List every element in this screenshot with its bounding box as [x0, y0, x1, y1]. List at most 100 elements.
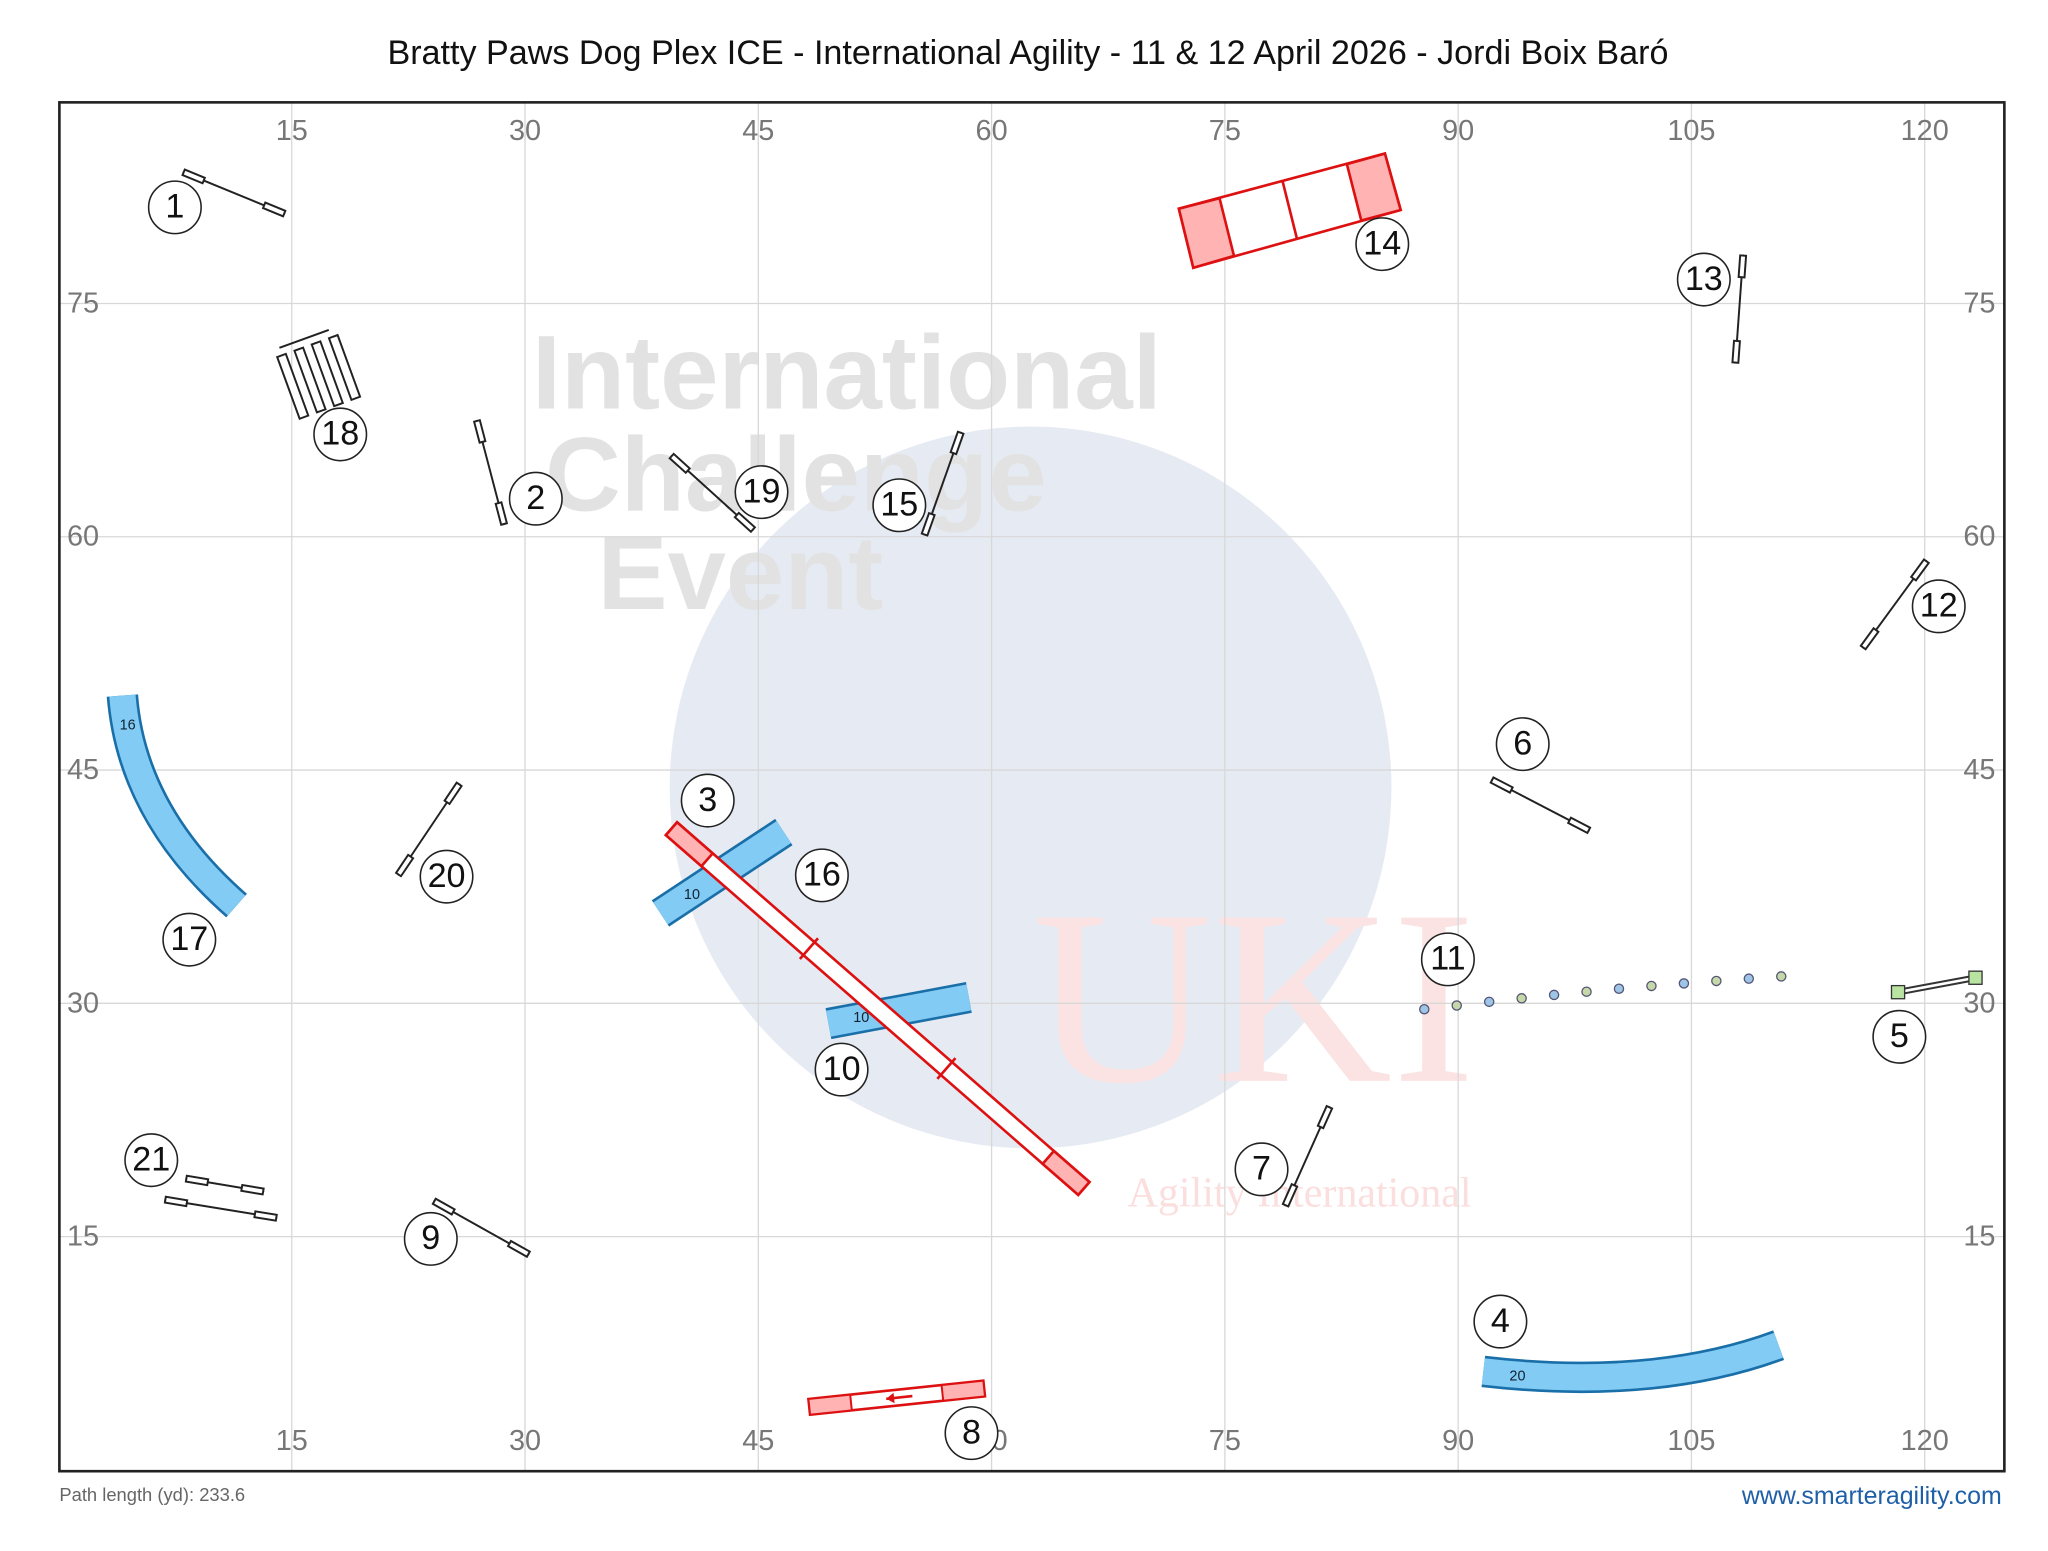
grid: 1515303045456060757590901051051201201515…: [59, 102, 2005, 1472]
y-tick-label: 30: [67, 987, 99, 1019]
seesaw-contact: [807, 1393, 853, 1416]
number-badge: [1355, 217, 1410, 272]
weave-pole: [1743, 973, 1755, 984]
path-length: Path length (yd): 233.6: [59, 1484, 245, 1505]
jump-wing: [1492, 778, 1512, 792]
obstacle-number: 17: [170, 920, 208, 958]
number-badge: [403, 1211, 458, 1266]
obstacle-number: 9: [421, 1219, 440, 1257]
obstacle-number: 10: [823, 1050, 861, 1088]
seesaw-arrow: [886, 1392, 895, 1404]
y-tick-label: 15: [67, 1221, 99, 1253]
long-jump-board: [310, 340, 345, 408]
long-jump: [275, 328, 362, 420]
number-badge: [419, 849, 474, 904]
dogwalk-contact: [1040, 1149, 1092, 1197]
weave-pole: [1451, 1000, 1462, 1011]
obstacle-number: 13: [1685, 260, 1723, 298]
x-tick-label: 90: [1442, 115, 1474, 147]
a-frame-contact: [1345, 151, 1403, 223]
number-badge: [734, 465, 789, 520]
obstacle-number: 20: [428, 857, 466, 895]
tunnel-length: 16: [120, 718, 136, 734]
globe: [669, 426, 1392, 1149]
long-jump-board: [293, 346, 327, 414]
watermark-logo: UKI: [1032, 859, 1475, 1135]
jump-wing: [736, 514, 754, 531]
number-badge: [1872, 1009, 1927, 1064]
x-tick-label: 15: [276, 115, 308, 147]
number-badge: [1676, 252, 1731, 307]
number-badge: [872, 478, 927, 533]
x-tick-label: 75: [1209, 1425, 1241, 1457]
dogwalk: [664, 820, 1092, 1197]
number-badge: [508, 471, 563, 526]
x-tick-label: 75: [1209, 115, 1241, 147]
dogwalk-joint: [936, 1057, 957, 1080]
jump-wing: [1319, 1107, 1331, 1127]
weave-pole: [1548, 989, 1560, 1001]
number-badge: [162, 912, 217, 967]
obstacle-number: 15: [880, 486, 918, 524]
a-frame-contact: [1177, 196, 1236, 270]
title: Bratty Paws Dog Plex ICE - International…: [387, 34, 1668, 72]
x-tick-label: 45: [742, 115, 774, 147]
jump-wing: [255, 1212, 276, 1220]
x-tick-label: 90: [1442, 1425, 1474, 1457]
x-tick-label: 60: [976, 115, 1008, 147]
weave-pole: [1776, 971, 1787, 982]
weave-pole: [1419, 1003, 1430, 1015]
field-border: [58, 101, 2006, 1473]
jump-wing: [397, 856, 412, 875]
weave-pole: [1613, 983, 1625, 994]
wall: [1897, 976, 1976, 994]
tunnel: [109, 694, 246, 916]
obstacle-number: 19: [743, 472, 781, 510]
x-tick-label: 45: [742, 1425, 774, 1457]
long-jump-arrow: [279, 328, 330, 349]
watermark-line: International: [532, 314, 1162, 431]
x-tick-label: 105: [1667, 1425, 1715, 1457]
number-badge: [1473, 1294, 1528, 1349]
obstacle-number: 1: [165, 188, 184, 226]
jump-wing: [183, 170, 204, 182]
obstacle-number: 14: [1363, 224, 1401, 262]
dogwalk-joint: [798, 937, 819, 960]
y-tick-label: 75: [67, 287, 99, 319]
jump-wing: [1912, 560, 1928, 580]
tunnel-length: 10: [684, 887, 700, 903]
seesaw-contact: [940, 1379, 987, 1402]
tunnel-length: 20: [1509, 1369, 1525, 1385]
obstacle-number: 12: [1920, 587, 1958, 625]
watermark: International Challenge Event UKI Agilit…: [532, 314, 1475, 1216]
wall-end: [1968, 970, 1983, 985]
obstacle-number: 7: [1252, 1150, 1271, 1188]
obstacle-number: 21: [132, 1140, 170, 1178]
watermark-line: Event: [597, 515, 883, 632]
weave-pole: [1516, 993, 1527, 1004]
website[interactable]: www.smarteragility.com: [1741, 1482, 2002, 1510]
obstacle-number: 2: [526, 479, 545, 517]
jump-wing: [951, 432, 963, 453]
obstacle-number: 3: [698, 781, 717, 819]
obstacle-number: 16: [803, 856, 841, 894]
obstacle-number: 6: [1513, 724, 1532, 762]
number-badge: [147, 180, 202, 235]
obstacle-number: 5: [1890, 1017, 1909, 1055]
equipment: 16 10 10 20: [106, 151, 1983, 1417]
jump-wing: [1862, 629, 1877, 648]
y-tick-label: 45: [67, 754, 99, 786]
jump-wing: [1569, 819, 1589, 832]
y-tick-label: 30: [1963, 987, 1995, 1019]
weave-pole: [1678, 978, 1690, 989]
watermark-subtitle: Agility International: [1128, 1171, 1472, 1217]
weave-pole: [1646, 980, 1657, 992]
jump-wing: [434, 1200, 454, 1214]
seesaw: [806, 1379, 987, 1417]
y-tick-label: 15: [1963, 1221, 1995, 1253]
y-tick-label: 60: [67, 521, 99, 553]
tunnel: [1481, 1332, 1784, 1391]
long-jump-board: [327, 333, 362, 402]
jump-wing: [166, 1197, 187, 1205]
